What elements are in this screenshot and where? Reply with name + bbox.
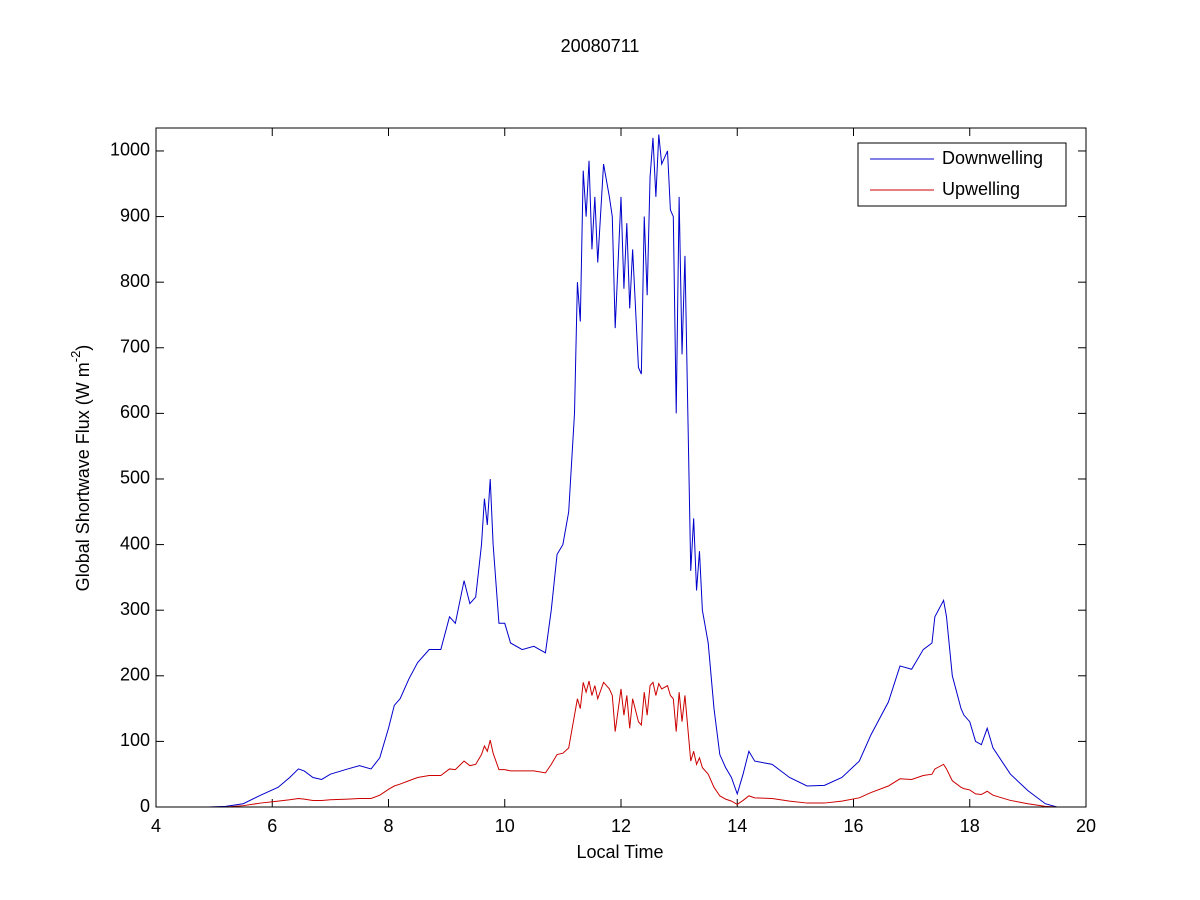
x-tick-label: 14 <box>727 816 747 836</box>
x-tick-label: 16 <box>843 816 863 836</box>
y-tick-label: 1000 <box>110 140 150 160</box>
y-label-sup: -2 <box>68 351 83 363</box>
data-line <box>156 134 1063 808</box>
x-tick-label: 8 <box>383 816 393 836</box>
legend-label: Downwelling <box>942 148 1043 168</box>
x-tick-label: 4 <box>151 816 161 836</box>
y-tick-label: 900 <box>120 205 150 225</box>
x-axis-label: Local Time <box>576 842 663 862</box>
y-tick-label: 500 <box>120 468 150 488</box>
y-tick-label: 300 <box>120 599 150 619</box>
x-tick-label: 20 <box>1076 816 1096 836</box>
x-tick-label: 18 <box>960 816 980 836</box>
y-tick-label: 0 <box>140 796 150 816</box>
x-tick-label: 12 <box>611 816 631 836</box>
x-tick-label: 6 <box>267 816 277 836</box>
chart-title: 20080711 <box>561 36 640 56</box>
y-label-suffix: ) <box>73 345 93 351</box>
y-tick-label: 400 <box>120 533 150 553</box>
legend-label: Upwelling <box>942 179 1020 199</box>
y-tick-label: 700 <box>120 337 150 357</box>
y-tick-label: 100 <box>120 730 150 750</box>
y-axis-label: Global Shortwave Flux (W m-2) <box>68 345 92 592</box>
y-tick-label: 800 <box>120 271 150 291</box>
axes-box <box>155 127 1087 808</box>
legend-box <box>857 142 1067 207</box>
y-tick-label: 600 <box>120 402 150 422</box>
data-line <box>156 680 1063 808</box>
y-tick-label: 200 <box>120 665 150 685</box>
y-label-text: Global Shortwave Flux (W m <box>73 362 93 591</box>
x-tick-label: 10 <box>495 816 515 836</box>
